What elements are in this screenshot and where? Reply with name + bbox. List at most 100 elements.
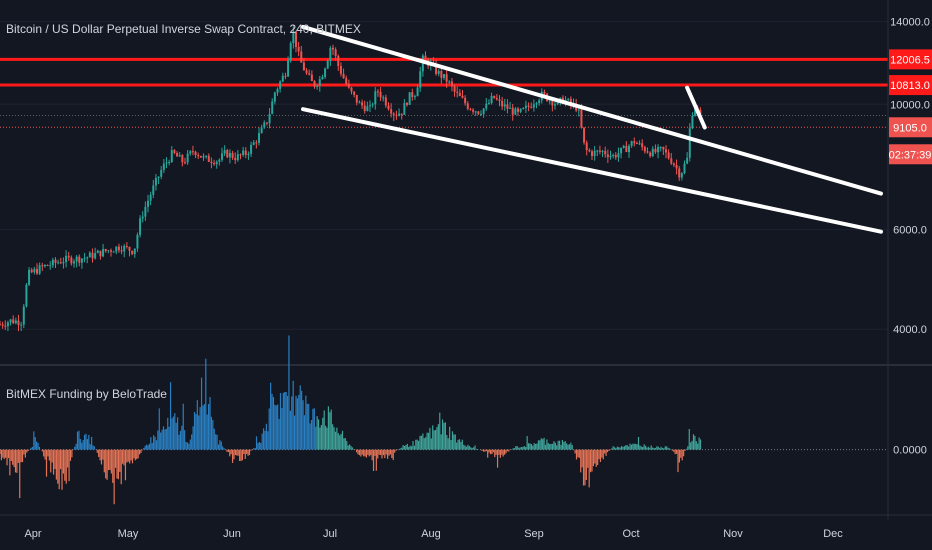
- candle-body: [395, 115, 398, 117]
- candle-body: [59, 262, 62, 264]
- candle-body: [379, 91, 382, 98]
- candle-body: [67, 255, 70, 258]
- candle-body: [345, 78, 348, 84]
- candle-body: [152, 185, 155, 195]
- candle-body: [413, 96, 416, 98]
- candle-body: [641, 143, 644, 148]
- candle-body: [514, 108, 517, 115]
- candle-body: [310, 74, 313, 82]
- candle-body: [154, 177, 157, 186]
- trendline[interactable]: [301, 107, 883, 234]
- candle-body: [398, 113, 401, 116]
- x-tick-label: Sep: [524, 528, 544, 540]
- candle-body: [384, 97, 387, 106]
- candle-body: [46, 264, 49, 266]
- candle-body: [683, 163, 686, 174]
- trendline[interactable]: [301, 24, 883, 196]
- candle-body: [279, 81, 282, 89]
- candle-body: [28, 269, 31, 285]
- x-tick-label: Dec: [823, 528, 843, 540]
- candle-body: [62, 262, 65, 264]
- candle-body: [234, 157, 237, 161]
- funding-y-tick-label: 0.0000: [893, 445, 927, 457]
- candle-body: [382, 97, 385, 99]
- candle-body: [519, 108, 522, 112]
- candle-body: [675, 165, 678, 169]
- candle-body: [149, 194, 152, 201]
- candle-body: [141, 216, 144, 219]
- candle-body: [186, 153, 189, 163]
- candle-body: [65, 255, 68, 263]
- candle-body: [6, 322, 9, 327]
- candle-body: [199, 155, 202, 158]
- candle-body: [678, 168, 681, 178]
- candle-body: [160, 169, 163, 177]
- candle-body: [316, 85, 319, 87]
- candle-body: [265, 122, 268, 124]
- candle-body: [14, 320, 17, 324]
- candle-body: [102, 249, 105, 257]
- candle-body: [218, 159, 221, 162]
- candle-body: [657, 147, 660, 153]
- candle-body: [239, 154, 242, 156]
- candle-body: [390, 109, 393, 114]
- candle-body: [548, 100, 551, 102]
- x-tick-label: Nov: [723, 528, 743, 540]
- candle-body: [667, 152, 670, 159]
- candle-body: [350, 87, 353, 92]
- level-label: 12006.5: [890, 54, 930, 66]
- candle-body: [287, 60, 290, 77]
- candle-body: [649, 152, 652, 157]
- candle-body: [612, 154, 615, 156]
- candle-body: [503, 104, 506, 107]
- x-tick-label: Oct: [622, 528, 639, 540]
- candle-body: [308, 73, 311, 75]
- candle-body: [96, 250, 99, 254]
- candle-body: [408, 92, 411, 105]
- countdown-label-bg: [889, 144, 932, 165]
- candle-body: [506, 104, 509, 109]
- candle-body: [123, 245, 126, 252]
- candle-body: [406, 103, 408, 105]
- candle-body: [440, 71, 443, 78]
- candle-body: [487, 103, 490, 105]
- countdown-label: 02:37:39: [889, 149, 932, 161]
- candle-body: [617, 153, 620, 158]
- candle-body: [443, 74, 445, 78]
- candle-body: [0, 324, 1, 326]
- candle-body: [686, 157, 689, 164]
- candle-body: [347, 83, 350, 88]
- candle-body: [659, 146, 662, 148]
- trendline[interactable]: [685, 85, 707, 130]
- candle-body: [94, 253, 97, 259]
- candle-body: [125, 245, 128, 247]
- candle-body: [107, 250, 110, 252]
- candle-body: [295, 31, 297, 48]
- candle-body: [260, 127, 263, 134]
- candle-body: [51, 259, 54, 266]
- candle-body: [305, 70, 308, 74]
- candle-body: [128, 246, 131, 251]
- candle-body: [144, 206, 147, 217]
- candle-body: [165, 162, 168, 164]
- candle-body: [258, 133, 260, 143]
- candle-body: [630, 141, 633, 146]
- candle-body: [458, 92, 461, 97]
- candle-body: [110, 250, 112, 252]
- y-tick-label: 6000.0: [893, 225, 927, 237]
- candle-body: [366, 106, 369, 111]
- funding-panel[interactable]: [0, 335, 888, 505]
- candle-body: [252, 142, 255, 145]
- candle-body: [133, 248, 136, 255]
- candle-body: [70, 257, 73, 264]
- candle-body: [213, 163, 216, 165]
- candle-body: [215, 161, 218, 165]
- candle-body: [651, 148, 654, 157]
- candle-body: [226, 150, 229, 158]
- candle-body: [43, 264, 46, 267]
- candle-body: [49, 265, 52, 267]
- candle-body: [371, 104, 374, 106]
- candle-body: [638, 143, 641, 145]
